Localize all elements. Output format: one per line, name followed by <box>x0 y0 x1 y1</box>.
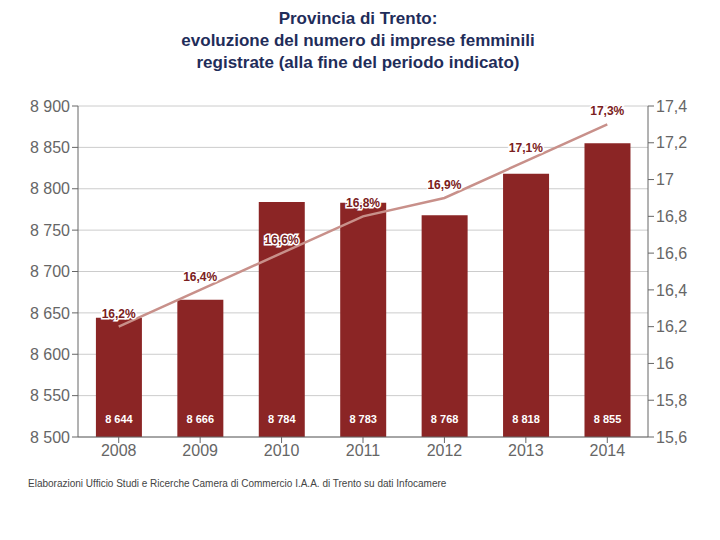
svg-text:2008: 2008 <box>101 442 137 459</box>
svg-text:16,4: 16,4 <box>656 282 687 299</box>
svg-text:8 550: 8 550 <box>30 387 70 404</box>
svg-text:16,8%: 16,8% <box>346 196 380 210</box>
svg-text:15,8: 15,8 <box>656 392 687 409</box>
svg-text:8 818: 8 818 <box>512 413 540 425</box>
svg-text:8 500: 8 500 <box>30 429 70 446</box>
svg-text:2013: 2013 <box>508 442 544 459</box>
svg-text:17,1%: 17,1% <box>509 141 543 155</box>
svg-text:2010: 2010 <box>264 442 300 459</box>
svg-text:8 850: 8 850 <box>30 139 70 156</box>
svg-text:8 700: 8 700 <box>30 263 70 280</box>
svg-text:16,6: 16,6 <box>656 245 687 262</box>
svg-text:16,9%: 16,9% <box>427 178 461 192</box>
html-text:Provincia di Trento: evoluzion: Provincia di Trento: evoluzione del nume… <box>181 9 535 72</box>
svg-text:16: 16 <box>656 355 674 372</box>
svg-text:2011: 2011 <box>346 442 381 459</box>
svg-text:8 800: 8 800 <box>30 180 70 197</box>
svg-text:17,4: 17,4 <box>656 98 687 115</box>
svg-text:17: 17 <box>656 171 674 188</box>
svg-text:15,6: 15,6 <box>656 429 687 446</box>
svg-text:16,4%: 16,4% <box>183 270 217 284</box>
svg-text:16,6%: 16,6% <box>265 233 299 247</box>
html-text:Elaborazioni Ufficio Studi e R: Elaborazioni Ufficio Studi e Ricerche Ca… <box>28 478 447 489</box>
svg-text:16,2%: 16,2% <box>102 307 136 321</box>
svg-text:2009: 2009 <box>182 442 218 459</box>
svg-text:8 750: 8 750 <box>30 222 70 239</box>
svg-text:17,2: 17,2 <box>656 134 687 151</box>
svg-text:16,2: 16,2 <box>656 318 687 335</box>
svg-text:16,8: 16,8 <box>656 208 687 225</box>
svg-text:17,3%: 17,3% <box>590 104 624 118</box>
svg-text:8 784: 8 784 <box>268 413 296 425</box>
svg-text:8 768: 8 768 <box>431 413 459 425</box>
svg-text:8 650: 8 650 <box>30 305 70 322</box>
svg-text:8 783: 8 783 <box>349 413 377 425</box>
svg-text:8 644: 8 644 <box>105 413 133 425</box>
svg-text:2014: 2014 <box>589 442 625 459</box>
svg-text:8 600: 8 600 <box>30 346 70 363</box>
svg-text:8 666: 8 666 <box>187 413 215 425</box>
svg-text:8 900: 8 900 <box>30 98 70 115</box>
svg-text:8 855: 8 855 <box>594 413 622 425</box>
svg-text:2012: 2012 <box>427 442 463 459</box>
